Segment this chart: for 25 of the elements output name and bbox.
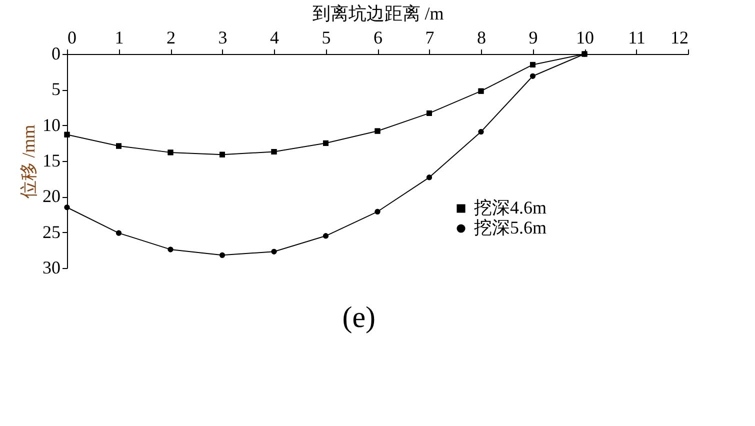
- x-tick-label: 3: [218, 28, 228, 48]
- y-tick-label: 15: [42, 150, 60, 170]
- x-tick-label: 7: [425, 28, 434, 48]
- x-tick-label: 8: [477, 28, 486, 48]
- y-axis-title: 位移 /mm: [18, 124, 38, 198]
- legend-label: 挖深5.6m: [474, 218, 547, 238]
- text: (e): [342, 301, 376, 334]
- x-tick-label: 5: [322, 28, 331, 48]
- x-tick-label: 9: [528, 28, 538, 48]
- y-tick-label: 5: [52, 79, 60, 100]
- y-tick-label: 20: [42, 186, 60, 206]
- x-tick-label: 12: [670, 28, 688, 48]
- y-tick-label: 0: [52, 44, 60, 64]
- x-tick-label: 10: [576, 28, 594, 48]
- x-tick-label: 11: [628, 28, 646, 48]
- y-tick-label: 25: [42, 222, 60, 242]
- legend-label: 挖深4.6m: [474, 198, 547, 218]
- x-axis-title: 到离坑边距离 /m: [312, 4, 444, 24]
- x-tick-label: 1: [114, 28, 124, 48]
- x-tick-label: 0: [68, 28, 76, 48]
- y-tick-label: 10: [42, 114, 60, 135]
- x-tick-label: 6: [374, 28, 382, 48]
- x-tick-label: 2: [166, 28, 176, 48]
- x-tick-label: 4: [270, 28, 279, 48]
- y-tick-label: 30: [42, 258, 60, 278]
